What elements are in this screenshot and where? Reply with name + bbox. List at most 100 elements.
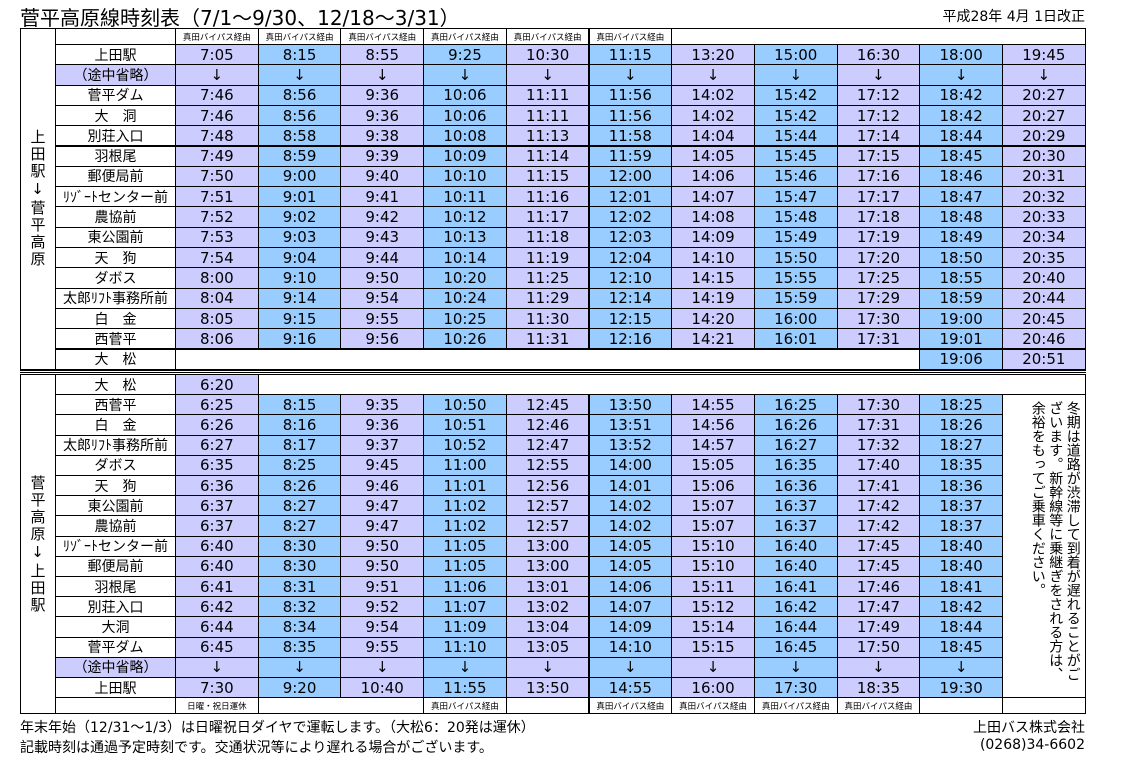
departure-time: 17:50 [836, 636, 921, 658]
departure-time: 18:44 [919, 616, 1003, 638]
stop-name: 大洞 [55, 616, 176, 638]
departure-time: 15:06 [671, 475, 755, 497]
departure-time: 17:29 [836, 287, 921, 309]
departure-time: 11:14 [505, 145, 590, 167]
departure-time: 19:00 [919, 307, 1003, 330]
departure-time: 18:45 [919, 145, 1003, 167]
departure-time: ↓ [588, 64, 673, 86]
departure-time: 10:30 [505, 44, 590, 66]
departure-time: 14:06 [588, 576, 673, 598]
departure-time: 9:37 [340, 434, 425, 456]
departure-time: 8:56 [257, 104, 342, 127]
departure-time: 16:37 [753, 495, 838, 517]
departure-time: ↓ [340, 656, 425, 678]
departure-time: 18:42 [919, 596, 1003, 618]
departure-time: 6:37 [175, 515, 259, 537]
departure-time: 17:19 [836, 226, 921, 248]
departure-time: 8:32 [257, 596, 342, 618]
departure-time: 18:45 [919, 636, 1003, 658]
empty-cell [1002, 697, 1086, 715]
departure-time: 8:27 [257, 495, 342, 517]
departure-time: 9:35 [340, 394, 425, 416]
stop-name: 上田駅 [55, 677, 176, 699]
departure-time: 6:44 [175, 616, 259, 638]
departure-time: 15:45 [753, 145, 838, 167]
departure-time: 6:27 [175, 434, 259, 456]
header-cell [55, 28, 176, 45]
departure-time: 11:00 [423, 454, 507, 476]
departure-time: 16:45 [753, 636, 838, 658]
footer-note: 記載時刻は通過予定時刻です。交通状況等により遅れる場合がございます。 [20, 740, 493, 756]
departure-time: ↓ [505, 64, 590, 86]
departure-time: 12:57 [505, 515, 590, 537]
departure-time: 18:42 [919, 84, 1003, 106]
departure-time: 20:35 [1002, 247, 1086, 269]
departure-time: 14:01 [588, 475, 673, 497]
departure-time: 18:59 [919, 287, 1003, 309]
footer-note: 年末年始（12/31～1/3）は日曜祝日ダイヤで運転します。（大松6：20発は運… [20, 720, 535, 736]
departure-time: 9:45 [340, 454, 425, 476]
departure-time: 15:46 [753, 165, 838, 188]
departure-time: 8:58 [257, 125, 342, 147]
departure-time: 16:27 [753, 434, 838, 456]
departure-time: 17:42 [836, 495, 921, 517]
departure-time: 17:31 [836, 414, 921, 436]
departure-time: 18:36 [919, 475, 1003, 497]
departure-time: ↓ [1002, 64, 1086, 86]
departure-time: 11:10 [423, 636, 507, 658]
departure-time: 18:35 [919, 454, 1003, 476]
departure-time: 9:40 [340, 165, 425, 188]
departure-time: 18:50 [919, 247, 1003, 269]
route-note: 真田バイパス経由 [423, 697, 507, 715]
departure-time: 20:34 [1002, 226, 1086, 248]
departure-time: 16:40 [753, 535, 838, 557]
departure-time: 18:37 [919, 515, 1003, 537]
departure-time: 8:27 [257, 515, 342, 537]
departure-time: 9:44 [340, 247, 425, 269]
departure-time: 15:15 [671, 636, 755, 658]
departure-time: 12:16 [588, 328, 673, 350]
departure-time: 17:32 [836, 434, 921, 456]
departure-time: 11:19 [505, 247, 590, 269]
departure-time: 11:17 [505, 206, 590, 228]
departure-time: 6:25 [175, 394, 259, 416]
departure-time: 12:45 [505, 394, 590, 416]
departure-time: 9:47 [340, 515, 425, 537]
route-note: 真田バイパス経由 [175, 28, 259, 45]
departure-time: 10:20 [423, 267, 507, 289]
departure-time: ↓ [340, 64, 425, 86]
departure-time: 14:20 [671, 307, 755, 330]
company-name: 上田バス株式会社 [973, 720, 1085, 736]
departure-time: 14:07 [588, 596, 673, 618]
departure-time: 20:46 [1002, 328, 1086, 350]
route-note: 真田バイパス経由 [505, 28, 590, 45]
departure-time: 11:15 [505, 165, 590, 188]
departure-time: 20:32 [1002, 186, 1086, 208]
departure-time: 7:05 [175, 44, 259, 66]
departure-time: 18:41 [919, 576, 1003, 598]
stop-name: 天 狗 [55, 475, 176, 497]
stop-name: 東公園前 [55, 226, 176, 248]
footer-cell [55, 697, 176, 715]
stop-name: 郵便局前 [55, 165, 176, 188]
departure-time: 18:37 [919, 495, 1003, 517]
departure-time: 8:04 [175, 287, 259, 309]
departure-time: 9:55 [340, 307, 425, 330]
departure-time: 14:15 [671, 267, 755, 289]
departure-time: 11:06 [423, 576, 507, 598]
departure-time: 11:11 [505, 104, 590, 127]
departure-time: 6:40 [175, 535, 259, 557]
departure-time: 15:10 [671, 535, 755, 557]
departure-time: 18:40 [919, 535, 1003, 557]
departure-time: 15:10 [671, 555, 755, 577]
departure-time: 10:06 [423, 104, 507, 127]
departure-time: 6:20 [175, 374, 259, 396]
stop-name: 白 金 [55, 414, 176, 436]
route-note: 真田バイパス経由 [257, 28, 342, 45]
section-separator [20, 369, 1086, 373]
departure-time: 8:34 [257, 616, 342, 638]
departure-time: 17:14 [836, 125, 921, 147]
departure-time: 9:43 [340, 226, 425, 248]
departure-time: 11:13 [505, 125, 590, 147]
departure-time: 13:04 [505, 616, 590, 638]
